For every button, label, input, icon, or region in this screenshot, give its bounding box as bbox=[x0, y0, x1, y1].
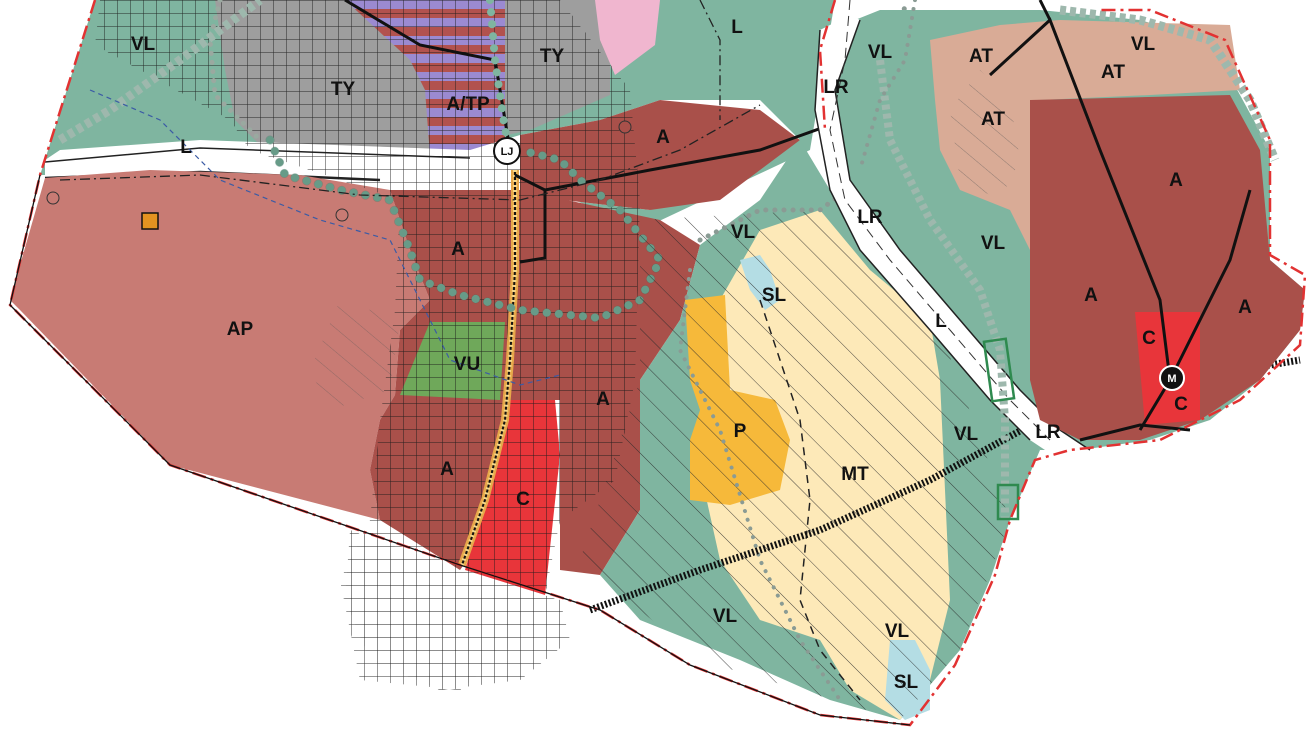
zone-label-a-east-1: A bbox=[1169, 170, 1183, 191]
zone-label-vl-nw: VL bbox=[131, 34, 156, 55]
road-black-east-4 bbox=[1168, 189, 1252, 381]
zone-label-l-top: L bbox=[731, 17, 743, 38]
zone-label-sl-se: SL bbox=[894, 672, 919, 693]
zone-label-c-east-1: C bbox=[1142, 328, 1156, 349]
zone-label-lr-3: LR bbox=[1035, 422, 1061, 443]
line-dashdot-inner bbox=[59, 0, 761, 201]
zone-label-vl-ne-top: VL bbox=[868, 42, 893, 63]
metro-station-label: M bbox=[1167, 373, 1176, 385]
zone-label-l-road-right: L bbox=[935, 311, 947, 332]
zone-label-c-east-2: C bbox=[1174, 394, 1188, 415]
road-black-center bbox=[514, 173, 547, 264]
zone-a-east bbox=[1030, 95, 1305, 440]
road-lr-edge-west bbox=[814, 29, 1031, 441]
zone-label-p: P bbox=[734, 421, 747, 442]
road-black-east-3 bbox=[1038, 0, 1052, 21]
trail-dotted-west bbox=[266, 136, 665, 323]
zone-label-mt: MT bbox=[841, 464, 869, 485]
trail-dotted-west-2 bbox=[207, 0, 263, 143]
zone-label-lr-1: LR bbox=[823, 77, 849, 98]
boundary-squares-east bbox=[1059, 5, 1280, 162]
zone-label-a-upper: A bbox=[656, 127, 670, 148]
marker-green-box-1 bbox=[982, 337, 1016, 403]
metro-station-symbol: M bbox=[1159, 365, 1185, 391]
zone-label-ty-right: TY bbox=[540, 46, 565, 67]
zone-label-vl-south: VL bbox=[713, 606, 738, 627]
grid-overlay-north bbox=[95, 0, 640, 690]
path-dashed-mid bbox=[759, 299, 861, 701]
zone-pink-area bbox=[595, 0, 660, 75]
zone-label-a-mid: A bbox=[451, 239, 465, 260]
boundary-outer-black bbox=[9, 174, 911, 726]
trail-dotted-middle-2 bbox=[677, 268, 842, 702]
zone-label-at-2: AT bbox=[1101, 62, 1125, 83]
zone-label-vl-road: VL bbox=[954, 424, 979, 445]
rail-line-center-ticks bbox=[460, 170, 517, 566]
zone-label-vl-east: VL bbox=[981, 233, 1006, 254]
zone-label-a-lower: A bbox=[440, 459, 454, 480]
trail-dotted-west-outline bbox=[265, 135, 666, 323]
zone-label-at-3: AT bbox=[981, 109, 1005, 130]
zone-mt-hatch bbox=[580, 210, 1010, 720]
zone-label-at-1: AT bbox=[969, 46, 993, 67]
zone-ap-hatch bbox=[310, 300, 400, 410]
lj-junction-label: LJ bbox=[501, 146, 514, 158]
zone-ap-residential bbox=[10, 170, 430, 520]
zone-label-a-east-3: A bbox=[1238, 297, 1252, 318]
road-lr-center bbox=[829, 0, 1051, 441]
orange-square-marker-icon bbox=[141, 212, 159, 230]
road-lr bbox=[815, 15, 1090, 460]
trail-dotted-east bbox=[858, 0, 917, 172]
road-black-east-5 bbox=[1079, 423, 1191, 442]
small-ma-markers bbox=[46, 120, 632, 222]
zone-label-vl-mid: VL bbox=[731, 222, 756, 243]
boundary-squares-mid bbox=[876, 59, 1009, 520]
lj-junction-symbol: LJ bbox=[493, 137, 521, 165]
zone-label-vl-se: VL bbox=[885, 621, 910, 642]
water-line-blue bbox=[89, 89, 561, 386]
zone-label-a-center: A bbox=[596, 389, 610, 410]
zone-label-l-road-left: L bbox=[180, 137, 192, 158]
zone-at-hatch bbox=[950, 70, 1020, 200]
zone-label-lr-2: LR bbox=[857, 207, 883, 228]
marker-green-box-2 bbox=[996, 483, 1020, 521]
grid-overlay-south bbox=[345, 530, 570, 690]
zone-label-atp: A/TP bbox=[446, 94, 490, 115]
boundary-squares-nw bbox=[57, 0, 263, 144]
zone-label-ty-left: TY bbox=[331, 79, 356, 100]
zone-label-vu: VU bbox=[454, 354, 480, 375]
zone-label-vl-ne-right: VL bbox=[1131, 34, 1156, 55]
zone-label-sl-mid: SL bbox=[762, 285, 787, 306]
zone-label-a-east-2: A bbox=[1084, 285, 1098, 306]
zone-at bbox=[930, 20, 1240, 250]
zone-label-c-center: C bbox=[516, 489, 530, 510]
zone-label-ap: AP bbox=[227, 319, 254, 340]
